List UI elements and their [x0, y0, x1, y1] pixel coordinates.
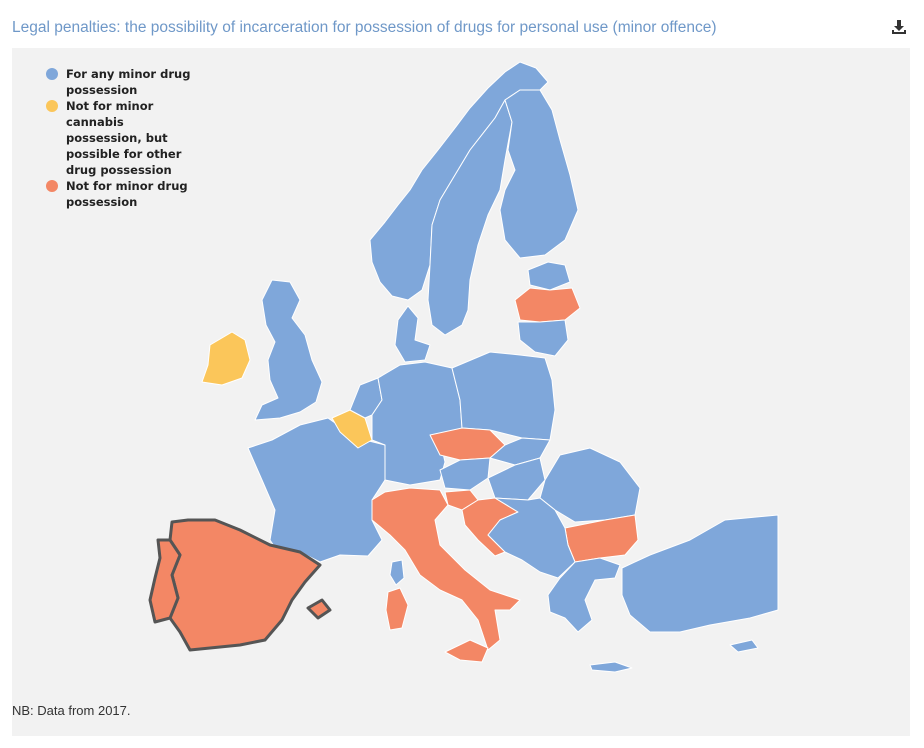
legend-dot-none — [46, 180, 58, 192]
download-icon[interactable] — [890, 18, 908, 36]
data-note: NB: Data from 2017. — [12, 703, 131, 718]
legend: For any minor drug possession Not for mi… — [46, 66, 196, 210]
country-greece-crete[interactable] — [589, 661, 633, 673]
country-latvia[interactable] — [514, 287, 581, 323]
country-ireland[interactable] — [201, 331, 251, 386]
country-portugal[interactable] — [148, 538, 182, 624]
country-turkey[interactable] — [621, 514, 779, 633]
country-italy-sicily[interactable] — [444, 639, 489, 663]
country-hungary[interactable] — [487, 457, 546, 501]
legend-label-any: For any minor drug possession — [66, 67, 191, 97]
legend-item-not-cannabis[interactable]: Not for minor cannabis possession, but p… — [46, 98, 196, 178]
country-austria[interactable] — [439, 457, 491, 491]
country-italy[interactable] — [371, 487, 521, 651]
legend-dot-any — [46, 68, 58, 80]
legend-item-none[interactable]: Not for minor drug possession — [46, 178, 196, 210]
legend-item-any[interactable]: For any minor drug possession — [46, 66, 196, 98]
country-italy-sardinia[interactable] — [385, 587, 409, 631]
legend-label-not-cannabis: Not for minor cannabis possession, but p… — [66, 99, 182, 177]
country-uk[interactable] — [254, 279, 323, 421]
country-lithuania[interactable] — [517, 319, 569, 357]
legend-dot-not-cannabis — [46, 100, 58, 112]
country-cyprus[interactable] — [729, 639, 759, 653]
chart-title: Legal penalties: the possibility of inca… — [12, 19, 717, 36]
country-spain-balearic[interactable] — [306, 598, 332, 620]
country-balkans — [487, 497, 576, 579]
country-greece[interactable] — [547, 557, 621, 633]
country-poland[interactable] — [451, 351, 556, 441]
country-denmark[interactable] — [394, 305, 431, 363]
europe-map — [148, 61, 779, 673]
country-finland[interactable] — [499, 89, 579, 259]
legend-label-none: Not for minor drug possession — [66, 179, 188, 209]
country-france[interactable] — [247, 417, 386, 563]
country-france-corsica[interactable] — [389, 559, 405, 586]
country-estonia[interactable] — [527, 261, 571, 291]
